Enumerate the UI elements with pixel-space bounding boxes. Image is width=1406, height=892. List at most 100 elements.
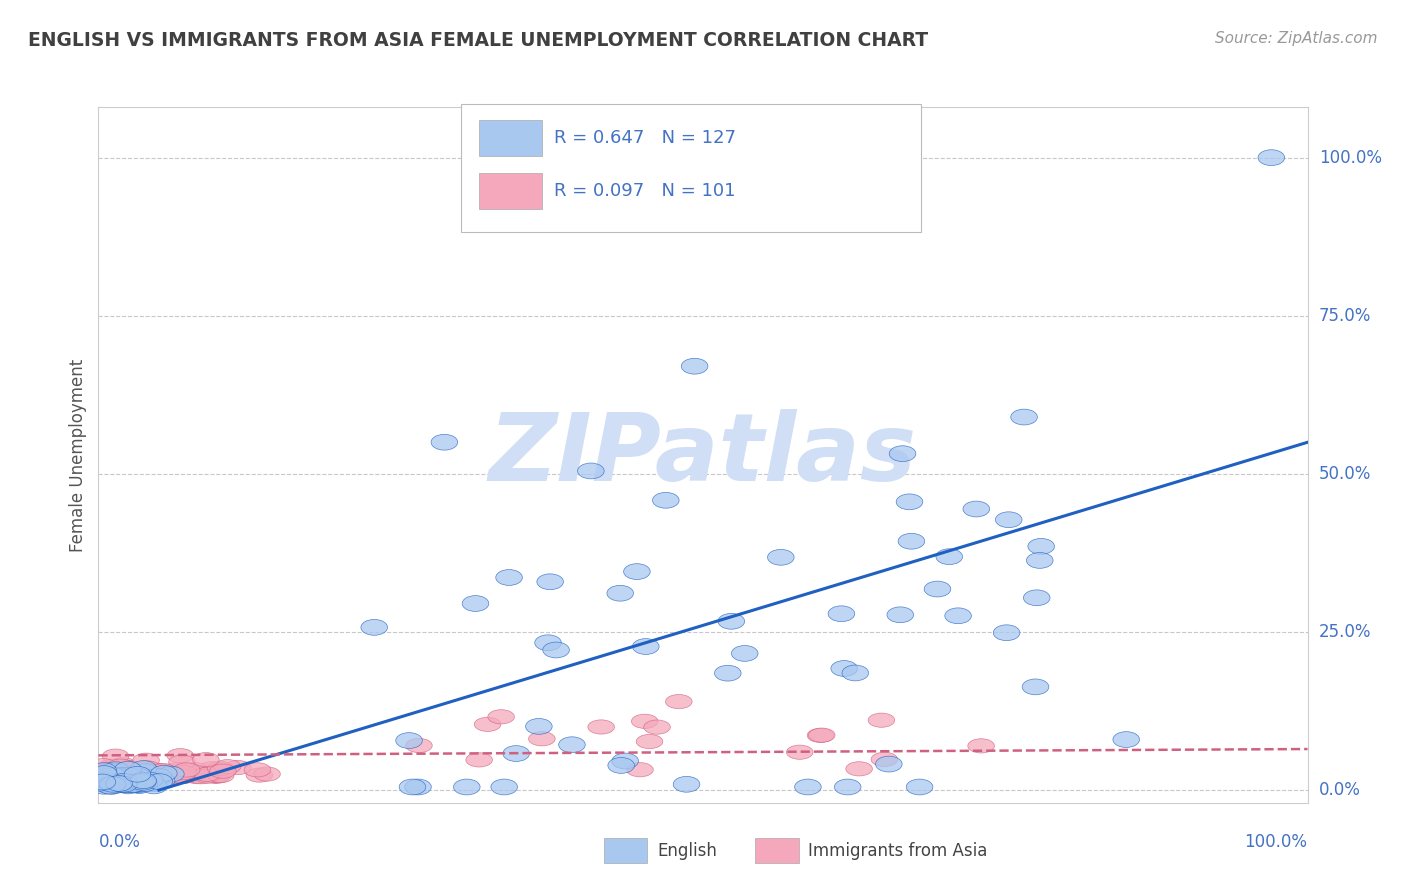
Ellipse shape xyxy=(139,776,166,792)
Ellipse shape xyxy=(145,764,172,778)
Ellipse shape xyxy=(842,665,869,681)
Ellipse shape xyxy=(108,773,135,789)
Ellipse shape xyxy=(831,661,858,676)
Ellipse shape xyxy=(204,769,231,783)
Ellipse shape xyxy=(134,763,160,777)
Ellipse shape xyxy=(896,494,922,509)
Ellipse shape xyxy=(181,763,208,777)
Ellipse shape xyxy=(129,774,156,790)
Ellipse shape xyxy=(136,770,163,786)
Ellipse shape xyxy=(159,765,186,780)
Ellipse shape xyxy=(627,763,654,777)
Ellipse shape xyxy=(121,777,148,793)
Ellipse shape xyxy=(1114,731,1139,747)
Ellipse shape xyxy=(110,772,136,788)
Ellipse shape xyxy=(588,720,614,734)
Ellipse shape xyxy=(104,763,131,777)
Ellipse shape xyxy=(195,768,222,782)
Ellipse shape xyxy=(145,764,172,778)
Text: 25.0%: 25.0% xyxy=(1319,623,1371,641)
Ellipse shape xyxy=(87,775,112,791)
Ellipse shape xyxy=(1026,552,1053,568)
Text: 100.0%: 100.0% xyxy=(1244,833,1308,851)
Ellipse shape xyxy=(898,533,925,549)
Ellipse shape xyxy=(209,763,236,777)
Ellipse shape xyxy=(834,779,860,795)
Ellipse shape xyxy=(794,779,821,795)
Text: 100.0%: 100.0% xyxy=(1319,149,1382,167)
Ellipse shape xyxy=(98,768,125,784)
Ellipse shape xyxy=(183,770,209,784)
Ellipse shape xyxy=(607,585,634,601)
Ellipse shape xyxy=(94,772,121,788)
Ellipse shape xyxy=(107,770,134,784)
Text: 0.0%: 0.0% xyxy=(1319,781,1361,799)
Ellipse shape xyxy=(936,549,963,565)
Ellipse shape xyxy=(110,760,136,774)
Ellipse shape xyxy=(807,728,834,742)
Ellipse shape xyxy=(148,772,174,789)
Ellipse shape xyxy=(395,732,422,748)
Ellipse shape xyxy=(170,765,197,780)
Ellipse shape xyxy=(117,763,142,777)
Ellipse shape xyxy=(103,749,129,764)
Ellipse shape xyxy=(146,768,173,782)
Ellipse shape xyxy=(127,778,153,794)
Ellipse shape xyxy=(405,779,432,795)
Ellipse shape xyxy=(111,767,138,783)
Ellipse shape xyxy=(120,777,146,793)
Ellipse shape xyxy=(136,772,163,788)
Ellipse shape xyxy=(103,769,129,783)
Ellipse shape xyxy=(145,768,172,784)
Ellipse shape xyxy=(1258,150,1285,166)
Ellipse shape xyxy=(93,763,120,777)
Ellipse shape xyxy=(124,777,150,792)
Ellipse shape xyxy=(474,717,501,731)
Ellipse shape xyxy=(1024,590,1050,606)
Ellipse shape xyxy=(828,606,855,622)
Ellipse shape xyxy=(503,746,530,762)
Ellipse shape xyxy=(117,767,143,781)
Text: ZIPatlas: ZIPatlas xyxy=(489,409,917,501)
Ellipse shape xyxy=(132,753,159,767)
Ellipse shape xyxy=(361,619,388,635)
Ellipse shape xyxy=(145,770,172,784)
Ellipse shape xyxy=(156,765,183,780)
Ellipse shape xyxy=(146,765,173,780)
Ellipse shape xyxy=(115,778,142,794)
Ellipse shape xyxy=(194,769,221,783)
Text: Immigrants from Asia: Immigrants from Asia xyxy=(808,842,987,860)
Ellipse shape xyxy=(245,763,271,777)
Ellipse shape xyxy=(963,501,990,516)
Ellipse shape xyxy=(718,614,745,629)
Ellipse shape xyxy=(529,731,555,746)
Ellipse shape xyxy=(665,695,692,709)
Ellipse shape xyxy=(110,757,136,772)
Ellipse shape xyxy=(125,767,152,781)
Ellipse shape xyxy=(131,776,157,791)
Ellipse shape xyxy=(120,772,146,789)
Ellipse shape xyxy=(115,765,142,780)
Ellipse shape xyxy=(225,761,252,774)
Ellipse shape xyxy=(127,773,153,789)
Ellipse shape xyxy=(876,756,903,772)
Ellipse shape xyxy=(135,770,162,784)
Ellipse shape xyxy=(246,768,273,782)
Ellipse shape xyxy=(543,642,569,658)
Ellipse shape xyxy=(100,764,127,780)
Ellipse shape xyxy=(114,768,141,783)
Ellipse shape xyxy=(96,773,122,789)
Ellipse shape xyxy=(633,639,659,655)
Text: English: English xyxy=(657,842,717,860)
Ellipse shape xyxy=(89,774,115,790)
Ellipse shape xyxy=(768,549,794,566)
Ellipse shape xyxy=(537,574,564,590)
Ellipse shape xyxy=(202,769,229,783)
Ellipse shape xyxy=(101,769,128,785)
Ellipse shape xyxy=(995,512,1022,528)
Ellipse shape xyxy=(169,755,195,769)
Ellipse shape xyxy=(96,772,122,787)
Ellipse shape xyxy=(924,581,950,597)
Ellipse shape xyxy=(149,764,176,778)
Ellipse shape xyxy=(846,762,872,776)
